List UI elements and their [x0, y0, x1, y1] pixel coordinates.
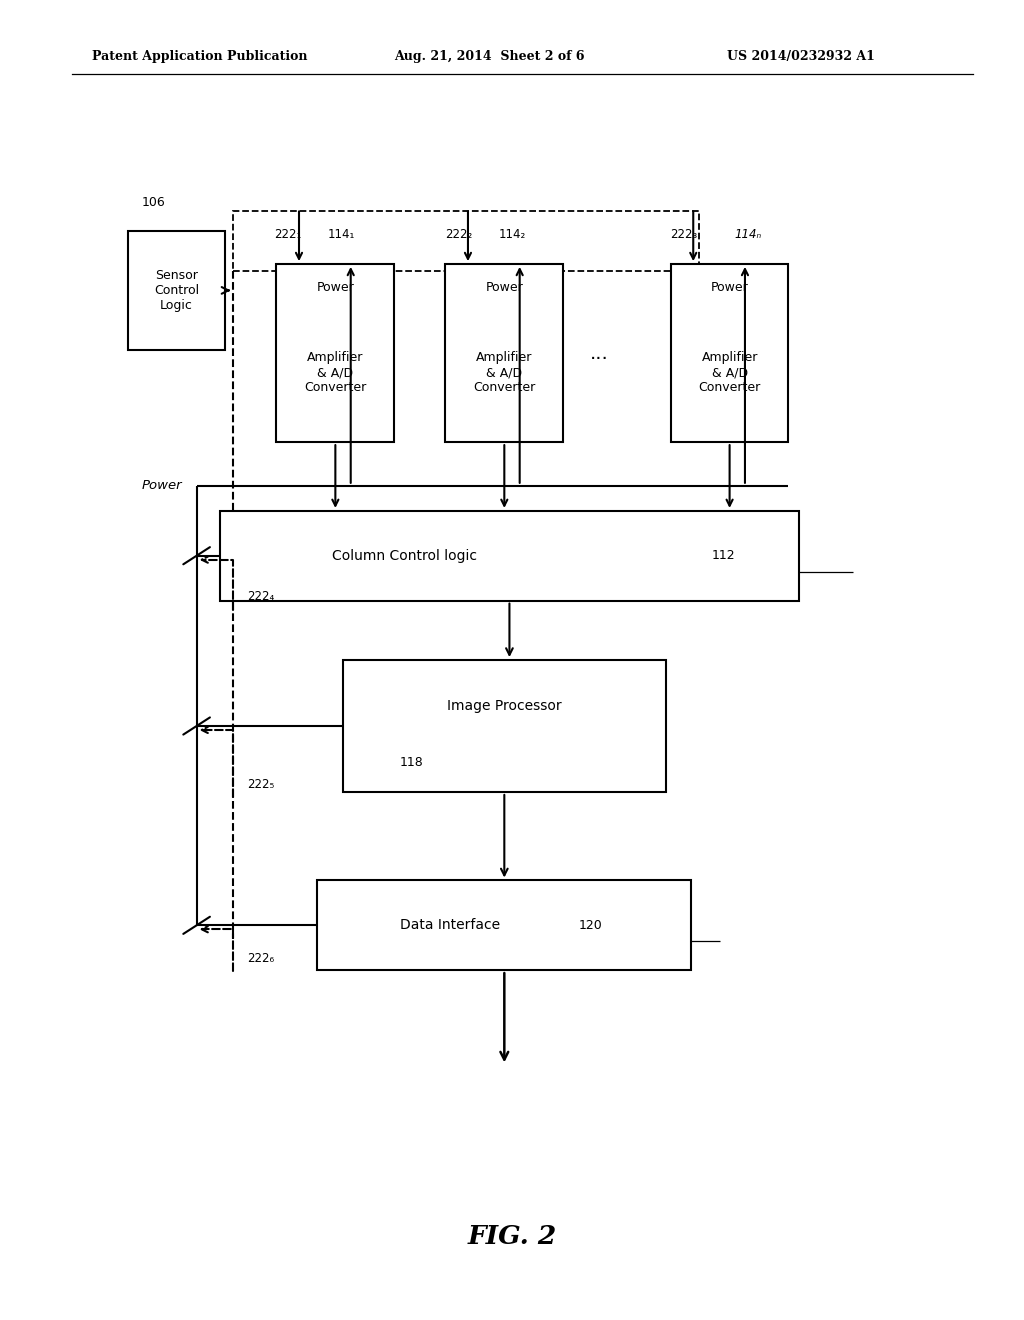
Text: FIG. 2: FIG. 2	[467, 1225, 557, 1249]
Bar	[128, 231, 225, 350]
Text: 222₆: 222₆	[247, 952, 273, 965]
Text: 114₂: 114₂	[499, 228, 526, 242]
Bar	[671, 264, 788, 442]
Text: 112: 112	[712, 549, 735, 562]
Text: Image Processor: Image Processor	[447, 700, 561, 713]
Bar	[220, 511, 799, 601]
Text: 118: 118	[399, 756, 423, 770]
Text: 120: 120	[579, 919, 602, 932]
Text: 222₂: 222₂	[445, 228, 473, 242]
Text: 114ₙ: 114ₙ	[734, 228, 762, 242]
Text: Aug. 21, 2014  Sheet 2 of 6: Aug. 21, 2014 Sheet 2 of 6	[394, 50, 585, 63]
Text: Amplifier
& A/D
Converter: Amplifier & A/D Converter	[473, 351, 536, 395]
Text: ...: ...	[590, 345, 608, 363]
Text: Column Control logic: Column Control logic	[332, 549, 477, 562]
Bar	[343, 660, 666, 792]
Bar	[233, 211, 699, 271]
Text: 106: 106	[141, 195, 165, 209]
Text: Sensor
Control
Logic: Sensor Control Logic	[154, 269, 200, 312]
Text: 222₄: 222₄	[247, 590, 274, 603]
Bar	[445, 264, 563, 442]
Text: Power: Power	[316, 281, 354, 294]
Text: 222₃: 222₃	[670, 228, 697, 242]
Text: Power: Power	[485, 281, 523, 294]
Text: 222₅: 222₅	[247, 777, 274, 791]
Bar	[276, 264, 394, 442]
Text: US 2014/0232932 A1: US 2014/0232932 A1	[727, 50, 874, 63]
Text: 222₁: 222₁	[274, 228, 302, 242]
Text: Power: Power	[141, 479, 182, 492]
Text: Data Interface: Data Interface	[400, 919, 501, 932]
Bar	[317, 880, 691, 970]
Text: Amplifier
& A/D
Converter: Amplifier & A/D Converter	[698, 351, 761, 395]
Text: Patent Application Publication: Patent Application Publication	[92, 50, 307, 63]
Text: Power: Power	[711, 281, 749, 294]
Text: Amplifier
& A/D
Converter: Amplifier & A/D Converter	[304, 351, 367, 395]
Text: 114₁: 114₁	[328, 228, 355, 242]
